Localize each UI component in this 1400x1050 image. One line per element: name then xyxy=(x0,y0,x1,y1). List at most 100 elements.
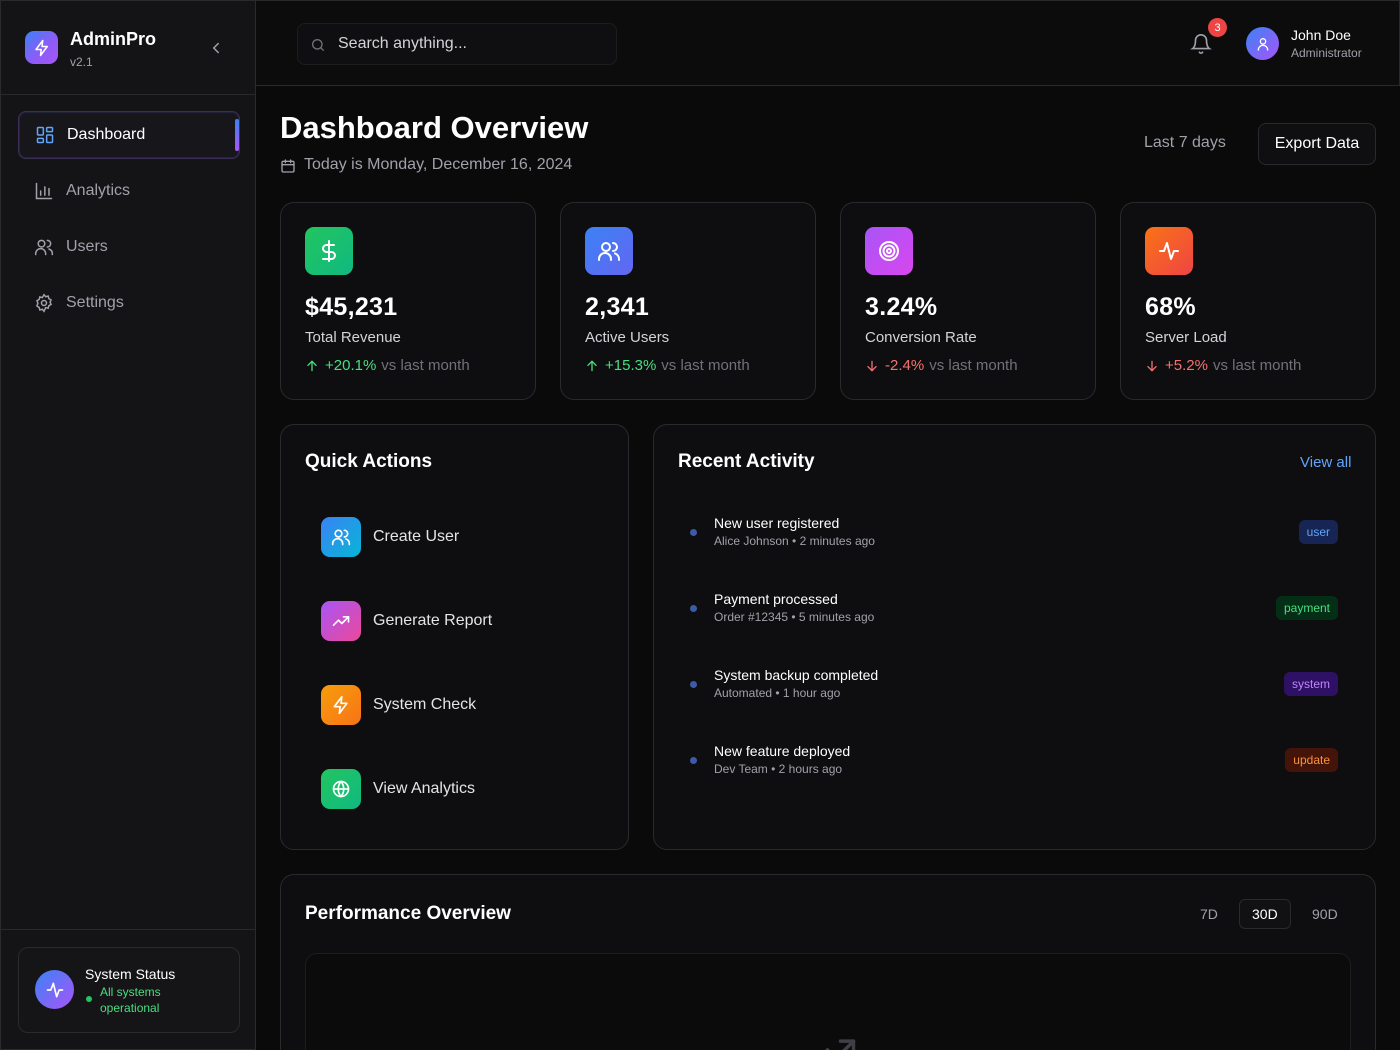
gear-icon xyxy=(34,293,54,313)
arrow-up-icon xyxy=(305,359,319,373)
activity-title: New feature deployed xyxy=(714,743,851,759)
stat-label: Server Load xyxy=(1145,329,1227,346)
sidebar: AdminPro v2.1 Dashboard Analytics Users xyxy=(0,0,256,1050)
export-data-button[interactable]: Export Data xyxy=(1258,123,1376,165)
recent-activity-panel: Recent Activity View all New user regist… xyxy=(653,424,1376,850)
stat-card-conversion-rate: 3.24% Conversion Rate -2.4% vs last mont… xyxy=(840,202,1096,400)
search-box[interactable] xyxy=(297,23,617,65)
activity-title: System backup completed xyxy=(714,667,879,683)
performance-panel: Performance Overview 7D 30D 90D xyxy=(280,874,1376,1050)
stat-trend: +20.1% vs last month xyxy=(305,357,470,374)
quick-action-label: Generate Report xyxy=(373,612,493,629)
activity-subtitle: Automated • 1 hour ago xyxy=(714,686,841,700)
sidebar-item-label: Users xyxy=(66,238,108,255)
globe-icon xyxy=(321,769,361,809)
stat-comparison: vs last month xyxy=(381,357,470,374)
recent-activity-title: Recent Activity xyxy=(678,451,815,472)
sidebar-item-label: Analytics xyxy=(66,182,131,199)
activity-subtitle: Dev Team • 2 hours ago xyxy=(714,762,843,776)
notification-badge: 3 xyxy=(1208,18,1227,37)
users-icon xyxy=(585,227,633,275)
page-title: Dashboard Overview xyxy=(280,110,589,145)
trending-up-icon xyxy=(808,1026,860,1050)
dollar-icon xyxy=(305,227,353,275)
user-role: Administrator xyxy=(1291,46,1362,60)
quick-actions-panel: Quick Actions Create User Generate Repor… xyxy=(280,424,629,850)
activity-icon xyxy=(1145,227,1193,275)
stat-card-active-users: 2,341 Active Users +15.3% vs last month xyxy=(560,202,816,400)
activity-dot xyxy=(690,605,697,612)
sidebar-item-dashboard[interactable]: Dashboard xyxy=(18,111,240,159)
view-all-link[interactable]: View all xyxy=(1300,454,1352,471)
stat-trend: -2.4% vs last month xyxy=(865,357,1018,374)
activity-tag: update xyxy=(1285,748,1338,772)
brand-header: AdminPro v2.1 xyxy=(1,1,255,95)
system-status-section: System Status All systems operational xyxy=(1,929,255,1049)
search-input[interactable] xyxy=(338,24,608,64)
quick-action-label: System Check xyxy=(373,696,477,713)
activity-item[interactable]: System backup completed Automated • 1 ho… xyxy=(678,653,1350,713)
avatar[interactable] xyxy=(1246,27,1279,60)
stat-change: +5.2% xyxy=(1165,357,1208,374)
stat-change: +15.3% xyxy=(605,357,657,374)
system-check-button[interactable]: System Check xyxy=(305,675,605,735)
activity-subtitle: Alice Johnson • 2 minutes ago xyxy=(714,534,875,548)
target-icon xyxy=(865,227,913,275)
stat-label: Total Revenue xyxy=(305,329,401,346)
stat-trend: +15.3% vs last month xyxy=(585,357,750,374)
performance-title: Performance Overview xyxy=(305,903,511,924)
stat-comparison: vs last month xyxy=(661,357,750,374)
range-7d-button[interactable]: 7D xyxy=(1200,906,1218,922)
date-range-selector[interactable]: Last 7 days xyxy=(1144,134,1226,151)
search-icon xyxy=(310,37,326,53)
stat-comparison: vs last month xyxy=(1212,357,1302,374)
current-date: Today is Monday, December 16, 2024 xyxy=(304,156,573,173)
activity-subtitle: Order #12345 • 5 minutes ago xyxy=(714,610,875,624)
view-analytics-button[interactable]: View Analytics xyxy=(305,759,605,819)
range-90d-button[interactable]: 90D xyxy=(1312,906,1338,922)
create-user-button[interactable]: Create User xyxy=(305,507,605,567)
arrow-down-icon xyxy=(1145,359,1159,373)
activity-tag: payment xyxy=(1275,596,1338,620)
calendar-icon xyxy=(280,158,296,174)
activity-icon xyxy=(35,970,74,1009)
stat-change: +20.1% xyxy=(325,357,377,374)
activity-item[interactable]: New feature deployed Dev Team • 2 hours … xyxy=(678,729,1350,789)
lightning-icon xyxy=(321,685,361,725)
activity-dot xyxy=(690,529,697,536)
sidebar-item-settings[interactable]: Settings xyxy=(18,279,240,327)
range-30d-button[interactable]: 30D xyxy=(1239,899,1291,929)
activity-tag: user xyxy=(1298,520,1338,544)
brand-version: v2.1 xyxy=(70,55,93,69)
stat-value: 3.24% xyxy=(865,293,938,321)
sidebar-nav: Dashboard Analytics Users Settings xyxy=(18,111,240,335)
bell-icon[interactable] xyxy=(1190,33,1212,55)
stat-change: -2.4% xyxy=(885,357,925,374)
sidebar-item-label: Settings xyxy=(66,294,124,311)
top-header: 3 John Doe Administrator xyxy=(256,0,1400,86)
activity-item[interactable]: Payment processed Order #12345 • 5 minut… xyxy=(678,577,1350,637)
activity-dot xyxy=(690,757,697,764)
users-icon xyxy=(321,517,361,557)
activity-title: Payment processed xyxy=(714,591,838,607)
lightning-icon xyxy=(25,31,58,64)
user-name: John Doe xyxy=(1291,27,1351,43)
stat-value: $45,231 xyxy=(305,293,398,321)
stat-label: Conversion Rate xyxy=(865,329,977,346)
dashboard-icon xyxy=(35,125,55,145)
arrow-down-icon xyxy=(865,359,879,373)
sidebar-item-analytics[interactable]: Analytics xyxy=(18,167,240,215)
sidebar-item-users[interactable]: Users xyxy=(18,223,240,271)
system-status-text: All systems operational xyxy=(100,985,161,1015)
users-icon xyxy=(34,237,54,257)
arrow-up-icon xyxy=(585,359,599,373)
stat-card-server-load: 68% Server Load +5.2% vs last month xyxy=(1120,202,1376,400)
stat-value: 68% xyxy=(1145,293,1196,321)
activity-item[interactable]: New user registered Alice Johnson • 2 mi… xyxy=(678,501,1350,561)
performance-chart-area xyxy=(305,953,1351,1050)
chevron-left-icon[interactable] xyxy=(207,39,225,57)
sidebar-item-label: Dashboard xyxy=(67,126,146,143)
stat-label: Active Users xyxy=(585,329,670,346)
generate-report-button[interactable]: Generate Report xyxy=(305,591,605,651)
quick-actions-title: Quick Actions xyxy=(305,451,433,472)
